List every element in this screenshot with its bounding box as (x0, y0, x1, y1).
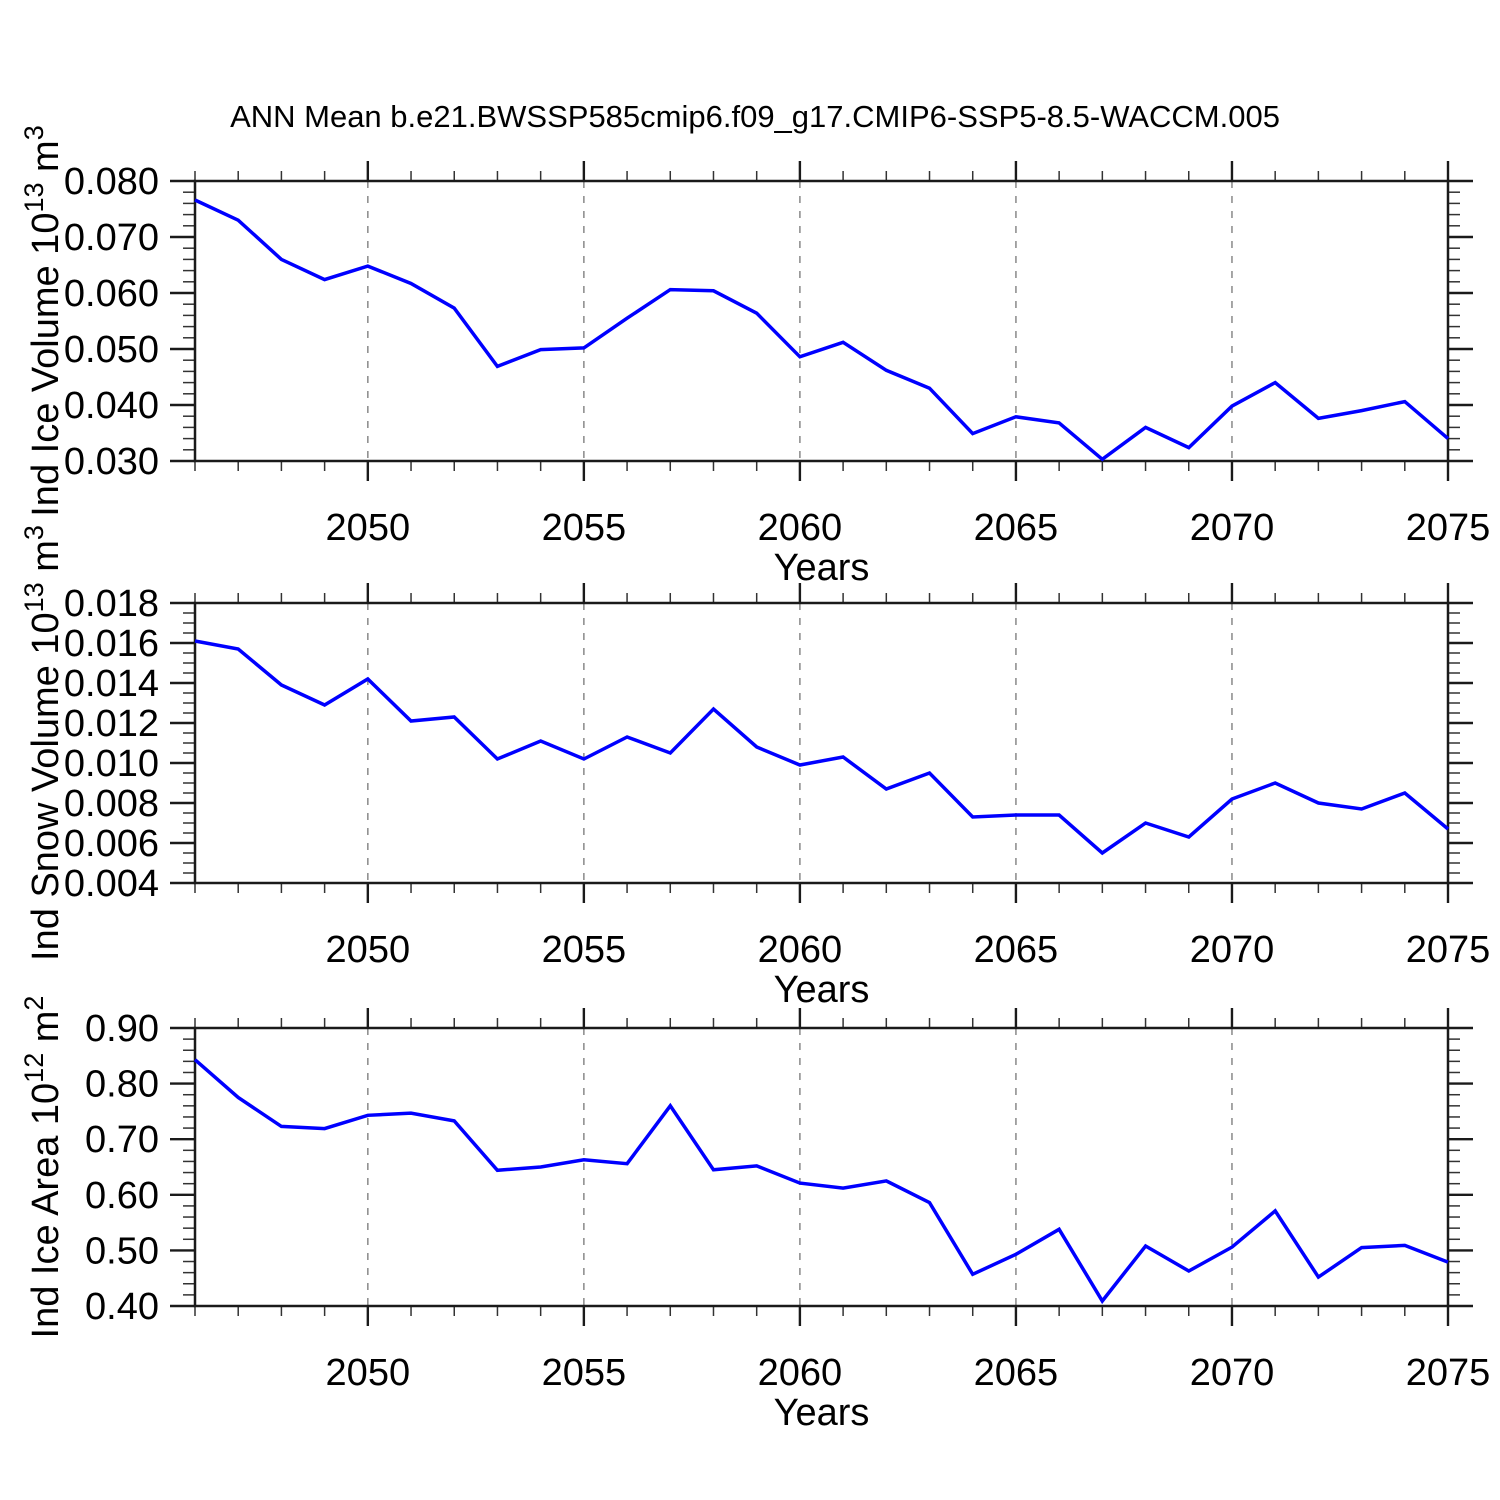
y-tick-label: 0.80 (85, 1064, 159, 1106)
panel-snow-volume: 0.0180.0160.0140.0120.0100.0080.0060.004… (19, 525, 1490, 1011)
x-tick-label: 2060 (758, 507, 843, 549)
y-tick-label: 0.016 (64, 623, 159, 665)
x-tick-label: 2065 (974, 1352, 1059, 1394)
y-tick-label: 0.004 (64, 863, 159, 905)
x-tick-label: 2065 (974, 507, 1059, 549)
y-tick-label: 0.080 (64, 161, 159, 203)
x-tick-label: 2050 (326, 1352, 411, 1394)
panel-ice-area: 0.90 0.80 0.70 0.60 0.50 0.40 2050 2055 2060 2065… (19, 996, 1490, 1434)
y-tick-label: 0.006 (64, 823, 159, 865)
data-line-snow-volume (194, 639, 1450, 856)
x-tick-label: 2075 (1406, 507, 1491, 549)
y-tick-label: 0.030 (64, 441, 159, 483)
x-tick-label: 2050 (326, 929, 411, 971)
x-tick-label: 2055 (542, 929, 627, 971)
x-axis-title: Years (774, 547, 870, 589)
x-tick-label: 2055 (542, 507, 627, 549)
x-tick-label: 2075 (1406, 1352, 1491, 1394)
y-tick-label: 0.060 (64, 273, 159, 315)
plot-frame (193, 601, 1450, 885)
panel-ice-volume: 0.080 0.070 0.060 0.050 0.040 0.030 2050 2055 20… (19, 125, 1490, 589)
x-axis-title: Years (774, 969, 870, 1011)
chart-title: ANN Mean b.e21.BWSSP585cmip6.f09_g17.CMI… (230, 99, 1280, 134)
x-tick-label: 2065 (974, 929, 1059, 971)
y-tick-label: 0.018 (64, 583, 159, 625)
x-tick-label: 2070 (1190, 1352, 1275, 1394)
x-tick-label: 2070 (1190, 929, 1275, 971)
y-axis-title: Ind Snow Volume 1013 m3 (19, 525, 67, 961)
x-tick-label: 2050 (326, 507, 411, 549)
y-tick-label: 0.014 (64, 663, 159, 705)
y-tick-label: 0.040 (64, 385, 159, 427)
x-tick-label: 2070 (1190, 507, 1275, 549)
data-line-ice-area (193, 1058, 1449, 1305)
y-tick-label: 0.050 (64, 329, 159, 371)
y-tick-label: 0.50 (85, 1230, 159, 1272)
y-tick-label: 0.70 (85, 1119, 159, 1161)
x-tick-label: 2075 (1406, 929, 1491, 971)
y-tick-label: 0.008 (64, 783, 159, 825)
y-tick-label: 0.010 (64, 743, 159, 785)
y-tick-label: 0.070 (64, 217, 159, 259)
data-line-ice-volume (194, 198, 1450, 462)
y-tick-label: 0.90 (85, 1008, 159, 1050)
y-axis-title: Ind Ice Volume 1013 m3 (19, 125, 67, 517)
plot-frame (193, 179, 1450, 463)
plot-frame (193, 1026, 1450, 1308)
x-tick-label: 2060 (758, 929, 843, 971)
y-axis-title: Ind Ice Area 1012 m2 (19, 996, 67, 1339)
y-tick-label: 0.60 (85, 1175, 159, 1217)
y-tick-label: 0.012 (64, 703, 159, 745)
x-tick-label: 2060 (758, 1352, 843, 1394)
y-tick-label: 0.40 (85, 1286, 159, 1328)
x-tick-label: 2055 (542, 1352, 627, 1394)
x-axis-title: Years (774, 1392, 870, 1434)
